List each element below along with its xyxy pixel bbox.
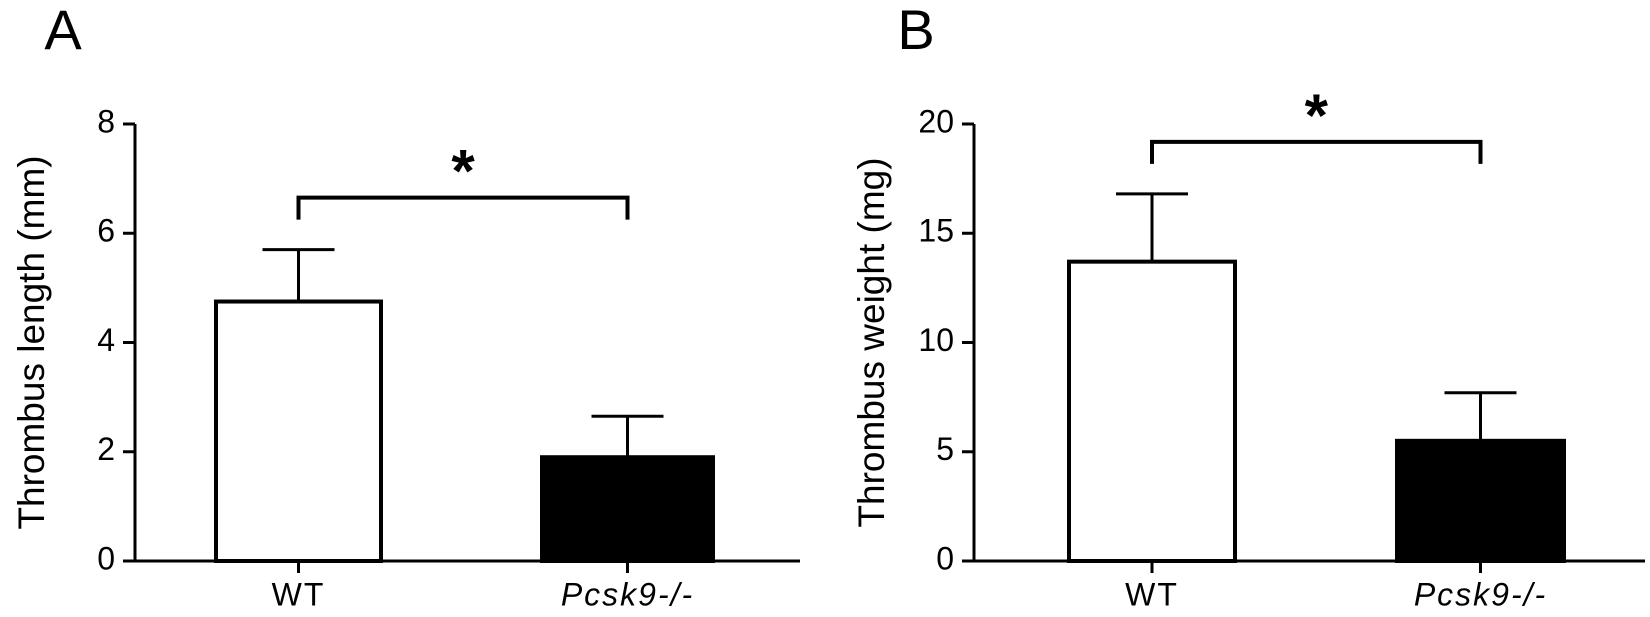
- y-axis-label: Thrombus length (mm): [11, 155, 52, 529]
- panel-label: B: [897, 0, 934, 61]
- x-tick-label: WT: [272, 576, 326, 612]
- significance-bracket: [296, 195, 630, 220]
- panel-label: A: [44, 0, 82, 61]
- bar: [1067, 259, 1237, 563]
- x-tick-label: Pcsk9-/-: [561, 576, 694, 612]
- y-tick-label: 5: [936, 431, 954, 467]
- bar: [540, 455, 715, 563]
- significance-label: *: [451, 137, 475, 204]
- significance-label: *: [1305, 82, 1329, 149]
- significance-bracket: [1150, 139, 1483, 164]
- y-tick-label: 20: [918, 103, 954, 139]
- y-tick-label: 0: [97, 540, 115, 576]
- y-tick-label: 6: [97, 213, 115, 249]
- y-axis-label: Thrombus weight (mg): [851, 157, 892, 527]
- y-tick-label: 0: [936, 540, 954, 576]
- bar: [214, 299, 383, 563]
- y-tick-label: 4: [97, 322, 115, 358]
- y-tick-label: 2: [97, 431, 115, 467]
- x-tick-label: Pcsk9-/-: [1414, 576, 1547, 612]
- bar: [1395, 438, 1566, 564]
- x-tick-label: WT: [1125, 576, 1179, 612]
- y-tick-label: 10: [918, 322, 954, 358]
- y-tick-label: 8: [97, 103, 115, 139]
- y-tick-label: 15: [918, 213, 954, 249]
